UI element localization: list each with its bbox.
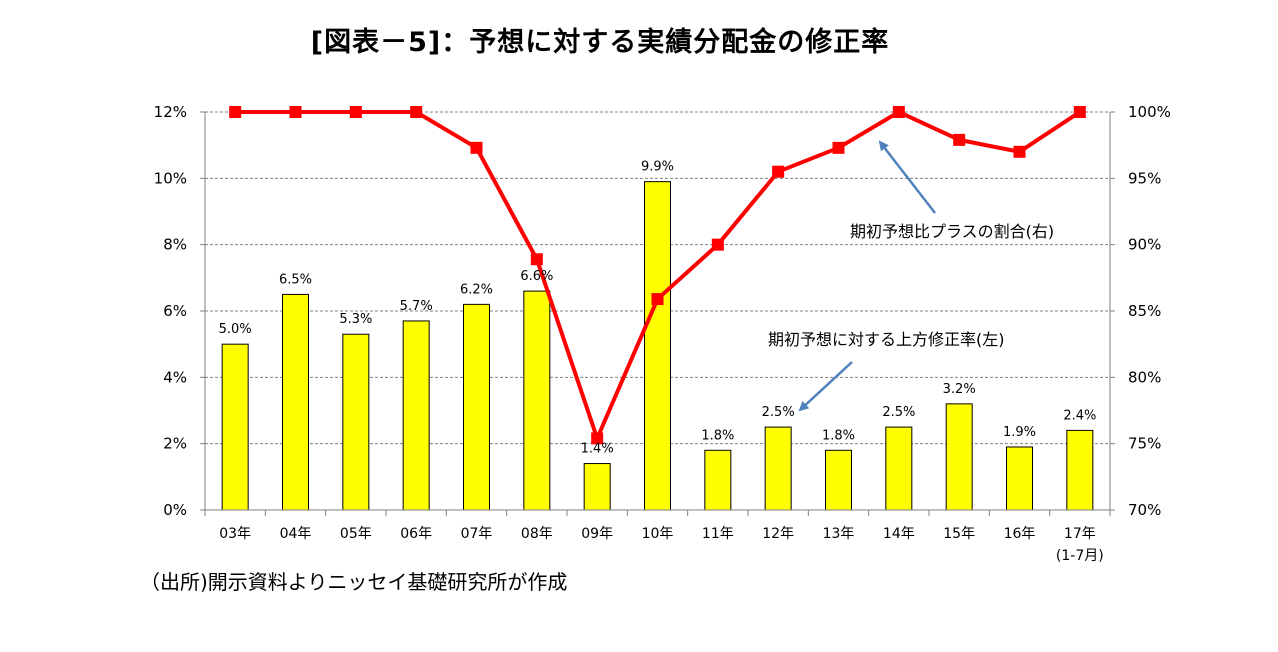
x-tick-label: 14年 <box>883 526 915 542</box>
axes: 0% 70% 2% 75% 4% 80% 6% 85% 8% 90% 10% 95% 12% 100% 03… <box>154 103 1171 564</box>
line-marker <box>953 133 966 146</box>
bar-series <box>221 181 1094 511</box>
annotation-arrow <box>798 361 853 412</box>
y-right-tick-label: 85% <box>1128 302 1161 320</box>
line-marker <box>651 293 664 306</box>
data-labels: 5.0% 6.5% 5.3% 5.7% 6.2% 6.6% 1.4% 9.9% 1.8% 2.5%… <box>219 160 1097 457</box>
bar-data-label: 6.5% <box>279 272 312 287</box>
line-marker <box>892 106 905 118</box>
line-marker <box>530 253 543 266</box>
line-marker <box>470 141 483 154</box>
bar <box>945 403 973 511</box>
line-marker <box>349 106 362 118</box>
bar <box>342 333 370 511</box>
y-left-tick-label: 10% <box>154 169 187 187</box>
x-tick-label: 07年 <box>461 526 493 542</box>
line-marker <box>1073 106 1086 118</box>
line-marker <box>832 141 845 154</box>
bar <box>523 290 551 511</box>
bar-data-label: 2.5% <box>882 405 915 420</box>
y-right-tick-label: 80% <box>1128 368 1161 386</box>
bar-data-label: 3.2% <box>943 382 976 397</box>
source-note: （出所)開示資料よりニッセイ基礎研究所が作成 <box>140 570 568 594</box>
annotation-label: 期初予想比プラスの割合(右) <box>850 222 1054 241</box>
y-right-tick-label: 95% <box>1128 169 1161 187</box>
bar <box>583 463 611 511</box>
y-left-tick-label: 12% <box>154 103 187 121</box>
bar <box>644 181 671 511</box>
x-tick-label: 09年 <box>581 526 613 542</box>
annotation-label: 期初予想に対する上方修正率(左) <box>768 330 1005 349</box>
bar <box>282 293 309 511</box>
x-tick-label: 17年 <box>1064 526 1096 542</box>
bar-data-label: 1.8% <box>701 428 734 443</box>
bar-data-label: 5.3% <box>339 312 372 327</box>
y-left-tick-label: 8% <box>163 236 187 254</box>
y-left-tick-label: 6% <box>163 302 187 320</box>
x-tick-label: 12年 <box>762 526 794 542</box>
bar-data-label: 6.2% <box>460 282 493 297</box>
x-tick-sublabel: (1-7月) <box>1056 548 1104 564</box>
bar <box>221 343 249 511</box>
x-tick-label: 10年 <box>642 526 674 542</box>
bar <box>1066 429 1094 511</box>
bar-data-label: 2.4% <box>1063 408 1096 423</box>
x-tick-label: 11年 <box>702 526 734 542</box>
line-marker <box>591 432 604 445</box>
chart-title: [図表－5]：予想に対する実績分配金の修正率 <box>310 27 890 58</box>
line-marker <box>410 106 423 118</box>
x-tick-label: 13年 <box>823 526 855 542</box>
y-right-tick-label: 75% <box>1128 435 1161 453</box>
x-tick-label: 15年 <box>943 526 975 542</box>
bar <box>1006 446 1033 511</box>
annotations: 期初予想比プラスの割合(右) 期初予想に対する上方修正率(左) <box>768 140 1054 412</box>
bar <box>463 303 490 511</box>
bar <box>825 449 852 511</box>
line-marker <box>711 238 724 251</box>
bar-data-label: 1.9% <box>1003 425 1036 440</box>
bar-data-label: 2.5% <box>762 405 795 420</box>
bar-data-label: 9.9% <box>641 160 674 175</box>
bar <box>704 449 732 511</box>
bar <box>885 426 913 511</box>
y-right-tick-label: 70% <box>1128 501 1161 519</box>
annotation-arrow <box>878 140 936 214</box>
x-tick-label: 03年 <box>219 526 251 542</box>
y-right-tick-label: 90% <box>1128 236 1161 254</box>
line-marker <box>289 106 302 118</box>
x-tick-label: 06年 <box>400 526 432 542</box>
line-marker <box>229 106 242 118</box>
bar-data-label: 6.6% <box>520 269 553 284</box>
x-tick-label: 08年 <box>521 526 553 542</box>
bar <box>402 320 430 511</box>
bar-data-label: 5.0% <box>219 322 252 337</box>
bar-data-label: 5.7% <box>400 299 433 314</box>
x-tick-label: 04年 <box>280 526 312 542</box>
x-tick-label: 16年 <box>1004 526 1036 542</box>
line-marker <box>772 165 785 178</box>
y-right-tick-label: 100% <box>1128 103 1171 121</box>
bar-data-label: 1.8% <box>822 428 855 443</box>
line-marker <box>1013 145 1026 158</box>
bar <box>764 426 792 511</box>
bar-data-label: 1.4% <box>581 442 614 457</box>
x-tick-label: 05年 <box>340 526 372 542</box>
y-left-tick-label: 0% <box>163 501 187 519</box>
line-series <box>229 106 1086 445</box>
y-left-tick-label: 2% <box>163 435 187 453</box>
y-left-tick-label: 4% <box>163 368 187 386</box>
